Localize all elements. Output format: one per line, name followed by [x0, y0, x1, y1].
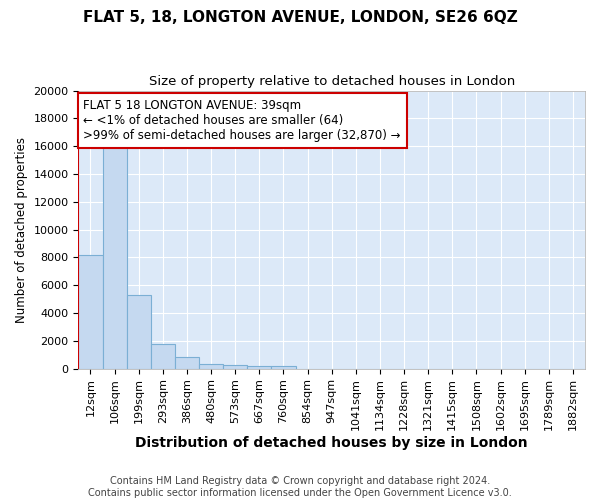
- Title: Size of property relative to detached houses in London: Size of property relative to detached ho…: [149, 75, 515, 88]
- Bar: [127, 295, 151, 368]
- Bar: [247, 366, 271, 368]
- Bar: [175, 358, 199, 368]
- Bar: [199, 364, 223, 368]
- X-axis label: Distribution of detached houses by size in London: Distribution of detached houses by size …: [136, 436, 528, 450]
- Bar: [79, 254, 103, 368]
- Text: FLAT 5 18 LONGTON AVENUE: 39sqm
← <1% of detached houses are smaller (64)
>99% o: FLAT 5 18 LONGTON AVENUE: 39sqm ← <1% of…: [83, 99, 401, 142]
- Bar: [151, 344, 175, 368]
- Bar: [223, 365, 247, 368]
- Y-axis label: Number of detached properties: Number of detached properties: [15, 136, 28, 322]
- Bar: [103, 138, 127, 368]
- Text: FLAT 5, 18, LONGTON AVENUE, LONDON, SE26 6QZ: FLAT 5, 18, LONGTON AVENUE, LONDON, SE26…: [83, 10, 517, 25]
- Bar: [271, 366, 296, 368]
- Text: Contains HM Land Registry data © Crown copyright and database right 2024.
Contai: Contains HM Land Registry data © Crown c…: [88, 476, 512, 498]
